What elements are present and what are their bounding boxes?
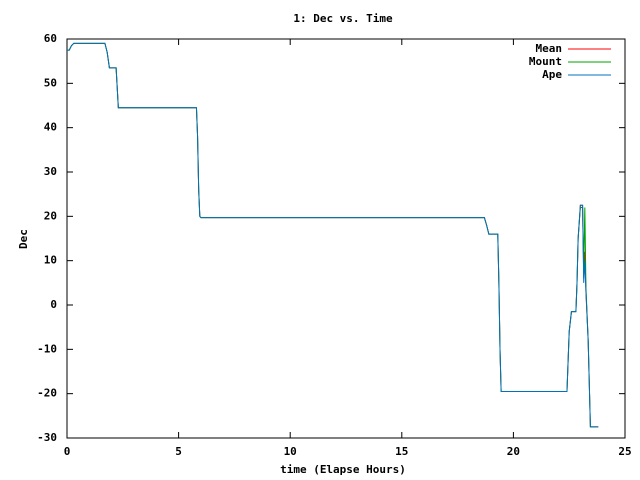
x-tick-label: 20 xyxy=(507,445,520,458)
chart-title: 1: Dec vs. Time xyxy=(293,12,393,25)
y-tick-label: 10 xyxy=(44,254,57,267)
y-tick-label: -20 xyxy=(37,387,57,400)
plot-frame xyxy=(66,38,626,439)
y-tick-label: 0 xyxy=(50,298,57,311)
y-tick-label: 20 xyxy=(44,209,57,222)
x-axis-label: time (Elapse Hours) xyxy=(280,463,406,476)
y-tick-label: 50 xyxy=(44,76,57,89)
legend-label: Mean xyxy=(536,42,563,55)
x-tick-label: 25 xyxy=(618,445,631,458)
y-tick-label: -30 xyxy=(37,431,57,444)
y-tick-label: 30 xyxy=(44,165,57,178)
x-tick-label: 10 xyxy=(284,445,297,458)
legend-label: Mount xyxy=(529,55,562,68)
y-tick-label: 60 xyxy=(44,32,57,45)
y-tick-label: 40 xyxy=(44,121,57,134)
x-tick-label: 5 xyxy=(175,445,182,458)
y-tick-label: -10 xyxy=(37,342,57,355)
x-tick-label: 0 xyxy=(64,445,71,458)
series-line xyxy=(67,42,599,428)
series-line xyxy=(67,42,599,428)
legend-label: Ape xyxy=(542,68,562,81)
x-tick-label: 15 xyxy=(395,445,408,458)
y-axis-label: Dec xyxy=(17,229,30,249)
series-line xyxy=(67,42,599,428)
